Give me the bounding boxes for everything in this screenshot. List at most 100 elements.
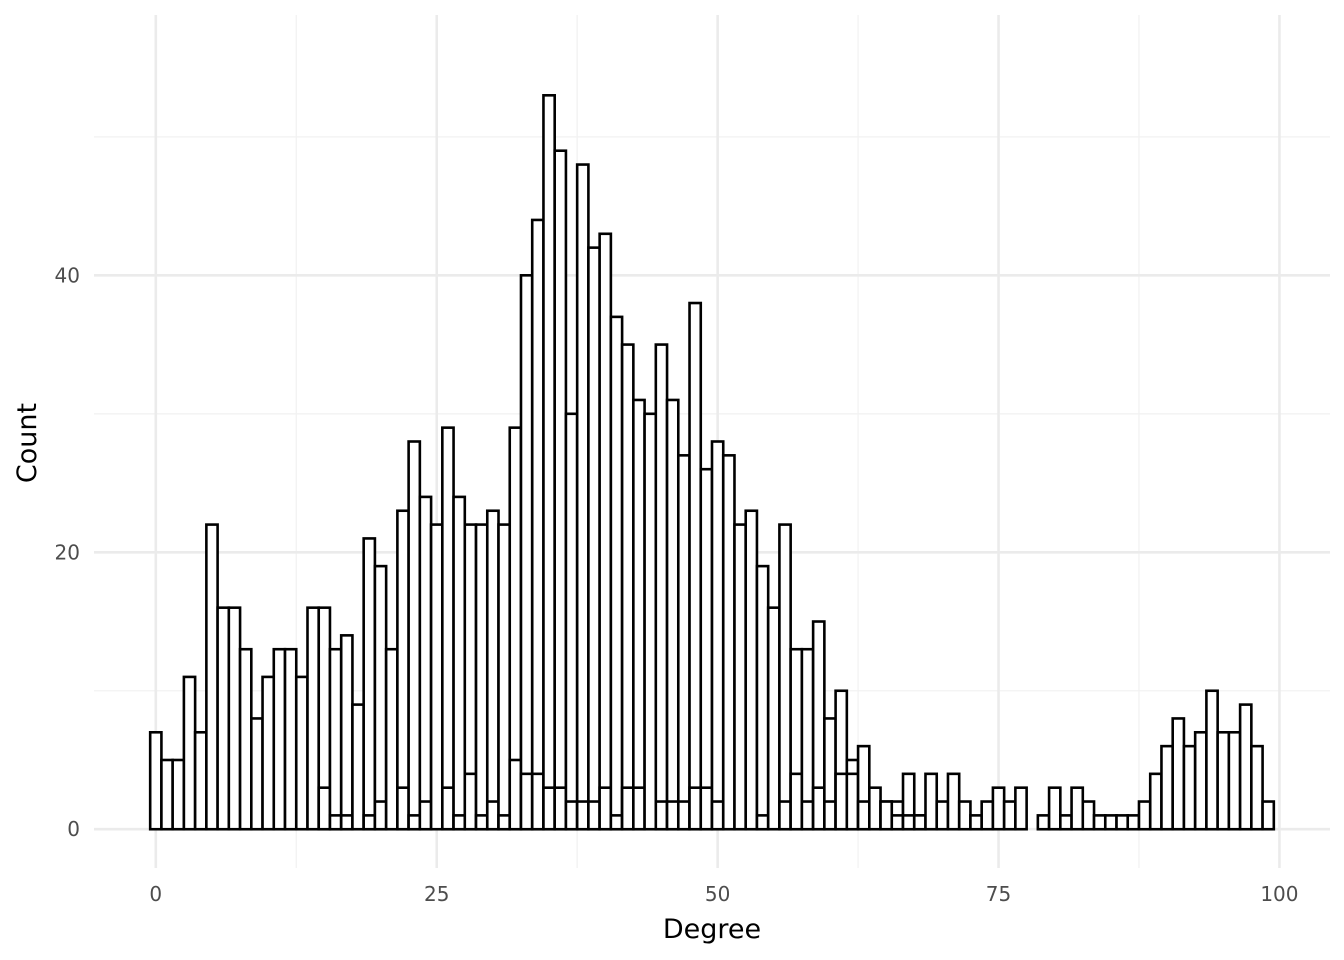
histogram-bar [1103,814,1118,831]
histogram-bar [901,814,916,831]
histogram-bar [339,634,354,831]
histogram-bar [250,717,264,831]
histogram-bar [620,786,635,831]
histogram-bar [272,647,287,831]
tick-labels: 0 25 50 75 100 0 20 40 [55,263,1299,906]
histogram-bar [474,814,489,831]
histogram-bar [328,647,343,831]
histogram-bar [1261,800,1276,831]
histogram-bar [362,814,377,831]
histogram-bar [688,786,703,831]
histogram-bar [598,786,613,831]
histogram-bar [283,647,298,831]
y-tick-label: 20 [55,540,80,564]
histogram-bar [856,800,871,831]
histogram-bar [317,786,332,831]
histogram-bar [969,814,983,831]
histogram-bar [160,758,174,831]
histogram-bar [1115,814,1130,831]
histogram-bar [463,772,478,831]
histogram-bar [407,440,422,831]
histogram-bar [497,523,512,831]
histogram-bar [823,800,837,831]
x-tick-label: 100 [1260,882,1298,906]
histogram-bar [384,647,399,831]
histogram-bar [879,800,894,831]
histogram-bar [1216,730,1231,831]
histogram-bar [452,495,467,831]
histogram-bar [744,509,759,831]
histogram-bar [530,772,545,831]
histogram-bar [553,786,568,831]
histogram-bar [328,814,343,831]
histogram-bar [429,523,444,831]
histogram-bar [890,814,905,831]
histogram-bar [957,800,972,831]
histogram-bar [1193,730,1208,831]
histogram-bar [441,786,455,831]
histogram-bar [924,772,939,831]
histogram-bar [620,343,635,831]
histogram-bar [721,454,736,831]
histogram-bar [182,675,197,831]
x-axis-title: Degree [663,914,761,945]
histogram-bar [497,814,512,831]
histogram-bar [407,814,422,831]
histogram-bar [643,412,658,831]
histogram-bar [1227,730,1242,831]
histogram-bar [665,800,680,831]
y-tick-label: 40 [55,263,80,287]
histogram-bar [935,800,950,831]
histogram-bars [148,94,1276,831]
histogram-bar [351,703,365,831]
histogram-bar [778,523,792,831]
histogram-bar [654,800,669,831]
histogram-bar [418,800,433,831]
histogram-bar [598,232,613,831]
histogram-bar [452,814,467,831]
histogram-bar [1047,786,1062,831]
histogram-bar [339,814,354,831]
y-axis-title: Count [12,403,43,483]
histogram-bar [1250,744,1264,831]
histogram-bar [1160,744,1174,831]
histogram-bar [587,800,601,831]
histogram-bar [193,730,208,831]
histogram-bar [1148,772,1163,831]
histogram-bar [991,786,1006,831]
histogram-bar [778,800,792,831]
histogram-bar [632,398,646,831]
histogram-bar [1137,800,1152,831]
histogram-bar [508,758,523,831]
histogram-bar [845,772,860,831]
histogram-bar [530,218,545,831]
histogram-bar [575,800,590,831]
histogram-bar [261,675,276,831]
histogram-bar [755,564,770,831]
histogram-bar [238,647,253,831]
histogram-bar [519,274,534,831]
x-tick-label: 50 [705,882,730,906]
histogram-bar [665,398,680,831]
histogram-bar [980,800,995,831]
histogram-bar [800,800,815,831]
y-tick-label: 0 [67,817,80,841]
histogram-bar [474,523,489,831]
histogram-bar [553,149,568,831]
histogram-bar [1081,800,1096,831]
histogram-bar [789,772,804,831]
histogram-bar [1036,814,1051,831]
histogram-bar [1238,703,1253,831]
histogram-bar [699,786,714,831]
histogram-bar [575,163,590,831]
histogram-bar [688,301,703,831]
histogram-bar [1126,814,1141,831]
histogram-bar [912,814,927,831]
histogram-bar [396,509,410,831]
histogram-bar [609,814,624,831]
histogram-bar [654,343,669,831]
histogram-bar [946,772,961,831]
histogram-bar [1070,786,1085,831]
histogram-bar [216,606,231,831]
histogram-bar [542,786,556,831]
